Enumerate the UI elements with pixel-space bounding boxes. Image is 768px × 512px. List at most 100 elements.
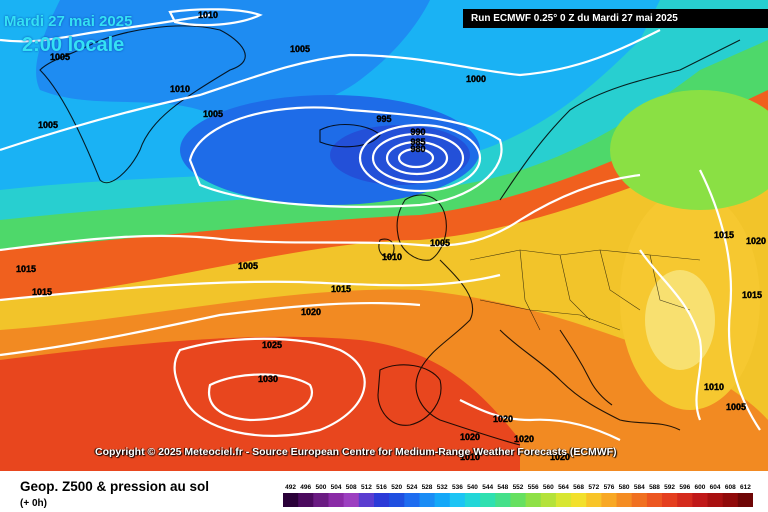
legend-color-cell	[343, 493, 360, 507]
isobar-pressure-label: 1020	[460, 432, 480, 442]
field-band-red	[0, 336, 520, 471]
legend-color-cell	[646, 493, 663, 507]
legend-value-label: 524	[406, 484, 417, 491]
coast-italy	[559, 329, 613, 406]
legend-color-cell	[707, 493, 724, 507]
legend-value-label: 500	[315, 484, 326, 491]
isobar-pressure-label: 980	[410, 144, 425, 154]
isobar-pressure-label: 1020	[746, 236, 766, 246]
z500-pressure-map: 1010100510051010100510051000995990985980…	[0, 0, 768, 471]
isobar-pressure-label: 1010	[382, 252, 402, 262]
legend-value-label: 504	[331, 484, 342, 491]
legend-color-cell	[313, 493, 329, 507]
isobar-pressure-label: 1015	[16, 264, 36, 274]
legend-color-cell	[283, 493, 299, 507]
border-lines	[469, 249, 701, 331]
field-band-blue	[36, 0, 430, 116]
map-title: Geop. Z500 & pression au sol	[20, 479, 210, 494]
model-run-label: Run ECMWF 0.25° 0 Z du Mardi 27 mai 2025	[463, 9, 768, 28]
isobar-line	[0, 13, 211, 43]
legend-value-label: 508	[346, 484, 357, 491]
isobar-line	[699, 169, 761, 431]
legend-color-cell	[616, 493, 633, 507]
legend-value-label: 596	[679, 484, 690, 491]
legend-value-label: 528	[422, 484, 433, 491]
isobar-pressure-label: 1010	[198, 10, 218, 20]
legend-color-cell	[298, 493, 314, 507]
isobar-ring	[371, 132, 465, 184]
legend-color-cell	[358, 493, 375, 507]
legend-value-label: 540	[467, 484, 478, 491]
isobar-pressure-label: 990	[410, 127, 425, 137]
legend-color-cell	[540, 493, 557, 507]
isobar-pressure-label: 1005	[50, 52, 70, 62]
isobar-pressure-label: 1005	[203, 109, 223, 119]
legend-color-cell	[555, 493, 572, 507]
forecast-offset: (+ 0h)	[20, 498, 47, 509]
isobar-line	[0, 29, 661, 152]
legend-color-cell	[480, 493, 496, 507]
legend-color-cell	[419, 493, 436, 507]
isobar-pressure-label: 1005	[290, 44, 310, 54]
legend-value-label: 592	[664, 484, 675, 491]
legend-value-label: 584	[634, 484, 645, 491]
legend-value-label: 608	[725, 484, 736, 491]
legend-value-label: 520	[391, 484, 402, 491]
legend-color-cell	[631, 493, 648, 507]
legend-color-cell	[328, 493, 345, 507]
isobar-pressure-label: 1020	[514, 434, 534, 444]
coastlines	[39, 25, 741, 446]
coast-iberia	[377, 364, 442, 426]
legend-value-label: 580	[619, 484, 630, 491]
isobar-line	[459, 399, 621, 441]
legend-color-cell	[374, 493, 390, 507]
isobar-pressure-label: 1015	[32, 287, 52, 297]
isobar-pressure-label: 1005	[430, 238, 450, 248]
legend-value-label: 544	[482, 484, 493, 491]
forecast-date: Mardi 27 mai 2025	[4, 13, 133, 30]
isobar-pressure-label: 1010	[170, 84, 190, 94]
field-green-ne	[610, 90, 768, 210]
legend-value-label: 548	[497, 484, 508, 491]
field-high-yellow	[645, 270, 715, 370]
isobar-line	[0, 173, 641, 252]
legend-value-label: 512	[361, 484, 372, 491]
isobar-pressure-label: 1020	[493, 414, 513, 424]
isobar-pressure-label: 1000	[466, 74, 486, 84]
isobar-pressure-label: 1030	[258, 374, 278, 384]
coast-scandinavia	[499, 39, 741, 201]
legend-value-label: 496	[300, 484, 311, 491]
isobar-line	[639, 249, 703, 421]
isobar-pressure-label: 1020	[301, 307, 321, 317]
legend-color-cell	[510, 493, 527, 507]
isobar-ring	[397, 147, 435, 169]
coast-greenland	[39, 25, 246, 184]
legend-color-cell	[586, 493, 602, 507]
isobar-pressure-label: 1025	[262, 340, 282, 350]
legend-value-label: 564	[558, 484, 569, 491]
isobar-pressure-label: 1015	[331, 284, 351, 294]
coast-europe	[415, 259, 521, 446]
legend-value-label: 572	[588, 484, 599, 491]
isobar-line	[0, 273, 501, 302]
isobar-pressure-label: 1015	[714, 230, 734, 240]
coast-iceland	[319, 124, 381, 148]
legend-color-cell	[449, 493, 466, 507]
isobar-ring	[385, 140, 449, 176]
forecast-time: 2:00 locale	[22, 34, 125, 56]
legend-color-cell	[722, 493, 739, 507]
legend-value-label: 588	[649, 484, 660, 491]
legend-color-cell	[677, 493, 693, 507]
isobar-labels: 1010100510051010100510051000995990985980…	[16, 10, 766, 462]
legend-value-label: 600	[694, 484, 705, 491]
legend-value-label: 492	[285, 484, 296, 491]
isobar-line	[173, 337, 366, 437]
legend-value-label: 604	[710, 484, 721, 491]
isobar-line	[0, 301, 421, 357]
coast-mediterranean	[499, 329, 681, 431]
legend-value-label: 560	[543, 484, 554, 491]
isobar-pressure-label: 1020	[550, 452, 570, 462]
legend-color-cell	[525, 493, 542, 507]
legend-value-label: 568	[573, 484, 584, 491]
legend-color-cell	[737, 493, 753, 507]
